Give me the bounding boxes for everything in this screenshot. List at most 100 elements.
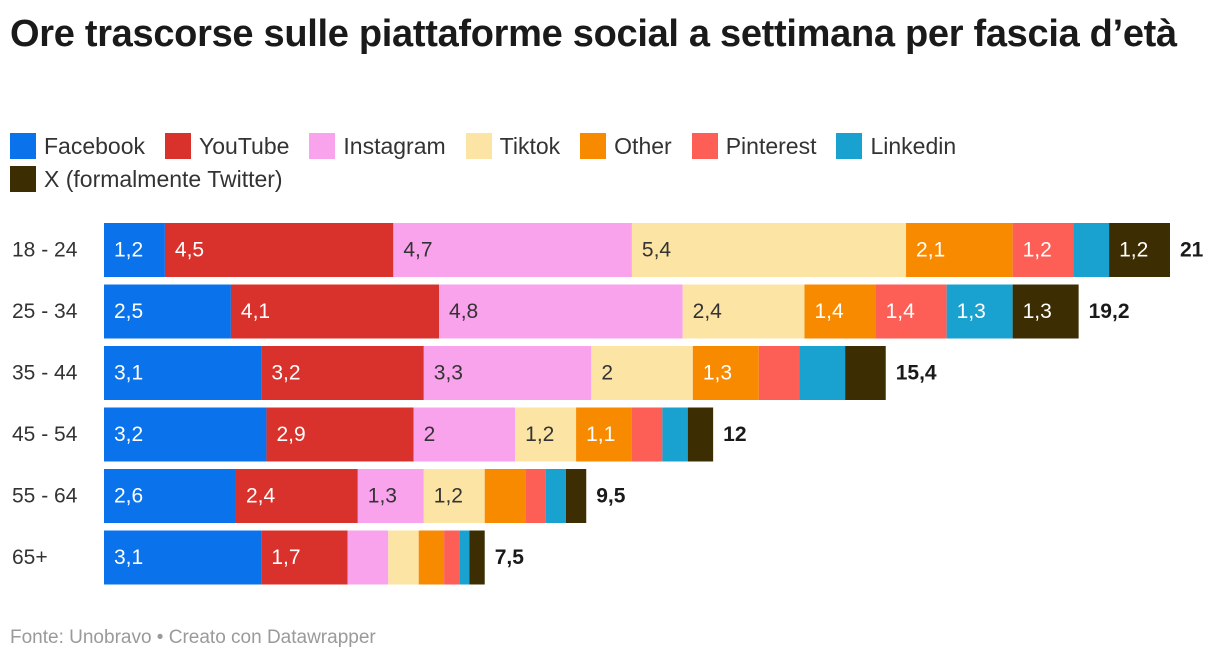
category-label: 25 - 34 (12, 300, 78, 323)
bar-segment (591, 346, 693, 400)
total-label: 7,5 (495, 546, 525, 569)
bar-segment (230, 284, 440, 339)
legend: Facebook YouTube Instagram Tiktok Other Pinte… (10, 130, 1215, 196)
total-label: 21 (1180, 239, 1204, 262)
data-label: 1,4 (815, 300, 845, 323)
bar-segment (662, 407, 688, 462)
bar-segment (845, 346, 886, 400)
legend-swatch (836, 133, 863, 159)
data-label: 1,1 (586, 423, 615, 446)
data-label: 1,4 (886, 300, 916, 323)
category-label: 35 - 44 (12, 362, 78, 385)
bar-segment (565, 469, 587, 523)
bar-segment (439, 284, 683, 339)
bar-segment (164, 223, 394, 277)
bar-segment (1109, 223, 1170, 277)
bar-segment (799, 346, 846, 400)
legend-item: Linkedin (836, 130, 956, 163)
legend-label: Other (614, 133, 672, 159)
legend-item: Instagram (309, 130, 446, 163)
bar-segment (266, 407, 414, 462)
total-label: 19,2 (1089, 300, 1130, 323)
category-label: 18 - 24 (12, 239, 78, 262)
bar-segment (104, 469, 236, 523)
legend-item: Other (580, 130, 672, 163)
data-label: 4,7 (403, 239, 432, 262)
bar-segment (393, 223, 632, 277)
bar-segment (104, 530, 262, 585)
legend-swatch (10, 166, 36, 192)
data-label: 1,2 (1023, 239, 1052, 262)
category-label: 55 - 64 (12, 485, 78, 508)
data-label: 2,4 (246, 485, 276, 508)
bar-segment (235, 469, 358, 523)
bar-segment (444, 530, 460, 585)
data-label: 1,2 (114, 239, 143, 262)
data-label: 1,7 (271, 546, 300, 569)
legend-swatch (580, 133, 607, 159)
legend-item: Facebook (10, 130, 145, 163)
legend-swatch (691, 133, 718, 159)
data-label: 2 (601, 362, 613, 385)
legend-swatch (309, 133, 336, 159)
bar-segment (631, 407, 663, 462)
data-label: 4,1 (241, 300, 270, 323)
legend-label: Pinterest (725, 133, 817, 159)
total-label: 9,5 (596, 485, 626, 508)
legend-swatch (10, 133, 36, 159)
legend-label: Facebook (44, 133, 146, 159)
data-label: 3,2 (271, 362, 300, 385)
legend-item: X (formalmente Twitter) (10, 163, 283, 196)
bar-segment (357, 469, 424, 523)
bar-segment (631, 223, 907, 277)
bar-segment (682, 284, 805, 339)
data-label: 2,4 (693, 300, 723, 323)
bar-segment (804, 284, 876, 339)
bar-segment (347, 530, 389, 585)
bar-segment (758, 346, 800, 400)
legend-label: X (formalmente Twitter) (44, 166, 283, 192)
legend-swatch (465, 133, 492, 159)
data-label: 3,1 (114, 546, 143, 569)
bar-segment (104, 223, 165, 277)
legend-item: YouTube (165, 130, 289, 163)
bar-segment (946, 284, 1013, 339)
data-label: 2 (424, 423, 436, 446)
data-label: 2,1 (916, 239, 945, 262)
total-label: 12 (723, 423, 746, 446)
bar-segment (1073, 223, 1110, 277)
legend-label: Linkedin (870, 133, 957, 159)
bar-segment (545, 469, 566, 523)
legend-label: Tiktok (499, 133, 561, 159)
data-label: 5,4 (642, 239, 672, 262)
chart-title: Ore trascorse sulle piattaforme social a… (10, 13, 1177, 55)
legend-item: Pinterest (691, 130, 817, 163)
legend-swatch (165, 133, 192, 159)
data-label: 2,9 (276, 423, 305, 446)
category-label: 65+ (12, 546, 48, 569)
bar-segment (469, 530, 485, 585)
bar-segment (418, 530, 445, 585)
total-label: 15,4 (896, 362, 937, 385)
bar-segment (576, 407, 632, 462)
bar-segment (875, 284, 947, 339)
bar-segment (484, 469, 526, 523)
bar-segment (459, 530, 470, 585)
data-label: 4,5 (175, 239, 204, 262)
data-label: 3,1 (114, 362, 143, 385)
bar-segment (515, 407, 577, 462)
source-note: Fonte: Unobravo • Creato con Datawrapper (10, 627, 376, 648)
bar-segment (423, 346, 592, 400)
data-label: 1,3 (703, 362, 732, 385)
legend-label: Instagram (343, 133, 446, 159)
bar-segment (104, 284, 231, 339)
data-label: 1,2 (1119, 239, 1148, 262)
bar-segment (687, 407, 714, 462)
data-label: 1,3 (1023, 300, 1052, 323)
data-label: 1,3 (957, 300, 986, 323)
bar-segment (423, 469, 485, 523)
bar-segment (388, 530, 419, 585)
bar-segment (1012, 284, 1079, 339)
legend-item: Tiktok (465, 130, 561, 163)
data-label: 4,8 (449, 300, 478, 323)
